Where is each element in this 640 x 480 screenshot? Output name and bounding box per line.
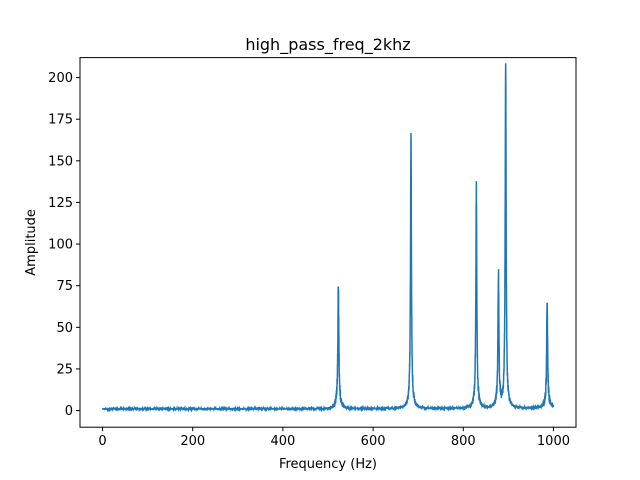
y-tick-label: 150 xyxy=(48,154,73,169)
y-tick-label: 200 xyxy=(48,71,73,86)
plot-area xyxy=(101,63,555,413)
x-tick-label: 1000 xyxy=(537,434,570,449)
y-tick-label: 125 xyxy=(48,196,73,211)
y-tick-label: 100 xyxy=(48,238,73,253)
y-tick-label: 75 xyxy=(56,279,73,294)
x-axis-label: Frequency (Hz) xyxy=(279,457,377,472)
y-axis-ticks: 0 25 50 75 100 125 150 175 200 xyxy=(48,71,80,419)
y-tick-label: 175 xyxy=(48,113,73,128)
spectrum-line xyxy=(101,63,555,413)
x-axis-ticks: 0 200 400 600 800 1000 xyxy=(98,427,570,449)
y-tick-label: 0 xyxy=(65,404,73,419)
y-axis-label: Amplitude xyxy=(24,209,39,276)
chart-title: high_pass_freq_2khz xyxy=(245,35,410,55)
x-tick-label: 400 xyxy=(270,434,295,449)
x-tick-label: 200 xyxy=(180,434,205,449)
x-tick-label: 0 xyxy=(98,434,106,449)
axes-frame xyxy=(79,57,577,428)
y-tick-label: 50 xyxy=(56,321,73,336)
y-tick-label: 25 xyxy=(56,362,73,377)
x-tick-label: 600 xyxy=(361,434,386,449)
x-tick-label: 800 xyxy=(451,434,476,449)
